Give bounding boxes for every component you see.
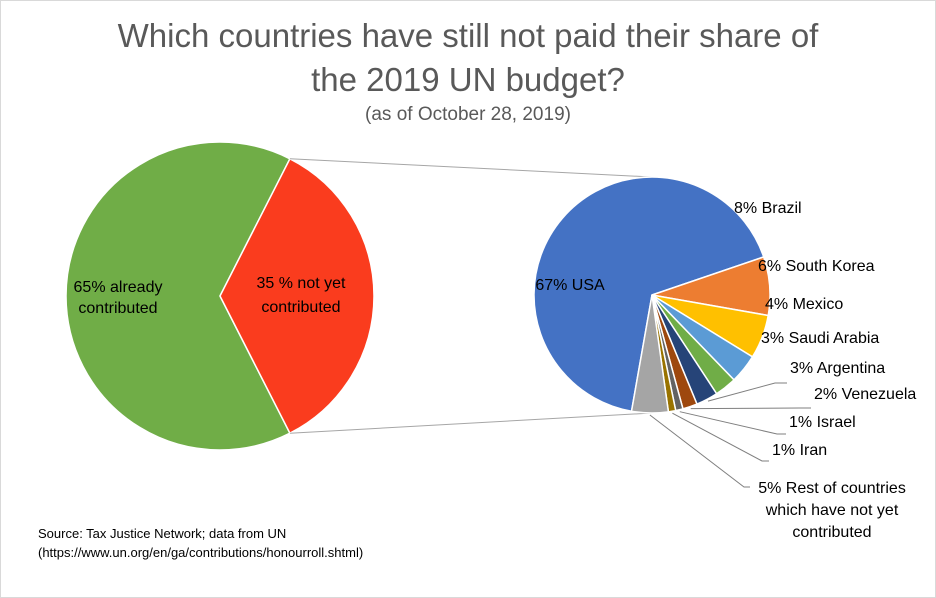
label-south-korea: 6% South Korea (758, 258, 875, 275)
leader-line-6 (707, 382, 787, 402)
label-rest-line-2: which have not yet (765, 502, 899, 519)
label-israel: 1% Israel (789, 414, 856, 431)
leader-line-9 (672, 412, 769, 462)
chart-title-line-1: Which countries have still not paid thei… (117, 17, 819, 54)
label-brazil: 8% Brazil (734, 200, 802, 217)
source-line-1: Source: Tax Justice Network; data from U… (38, 526, 287, 541)
source-note: Source: Tax Justice Network; data from U… (38, 524, 363, 562)
label-not-yet-contributed-line-1: 35 % not yet (257, 275, 347, 292)
label-usa: 67% USA (535, 277, 605, 294)
label-mexico: 4% Mexico (765, 296, 843, 313)
label-rest-line-3: contributed (792, 524, 871, 541)
label-already-contributed-line-1: 65% already (74, 279, 163, 296)
leader-line-8 (679, 411, 786, 435)
label-not-yet-contributed-line-2: contributed (261, 299, 340, 316)
chart-subtitle: (as of October 28, 2019) (365, 104, 571, 125)
secondary-slice-10 (630, 294, 670, 414)
leader-line-7 (690, 407, 811, 410)
leader-line-rest (649, 414, 750, 488)
label-rest-line-1: 5% Rest of countries (758, 480, 906, 497)
connector-line-top (289, 158, 653, 178)
label-argentina: 3% Argentina (790, 360, 885, 377)
label-already-contributed-line-2: contributed (78, 300, 157, 317)
chart-title-line-2: the 2019 UN budget? (311, 61, 625, 98)
label-saudi-arabia: 3% Saudi Arabia (761, 330, 879, 347)
label-iran: 1% Iran (772, 442, 827, 459)
main-slice-not-yet-contributed (219, 157, 375, 435)
connector-line-bottom (289, 412, 653, 434)
secondary-slice-1 (533, 176, 765, 413)
label-venezuela: 2% Venezuela (814, 386, 916, 403)
main-slice-already-contributed (65, 141, 291, 451)
source-line-2: (https://www.un.org/en/ga/contributions/… (38, 545, 364, 560)
chart-title: Which countries have still not paid thei… (0, 14, 936, 102)
